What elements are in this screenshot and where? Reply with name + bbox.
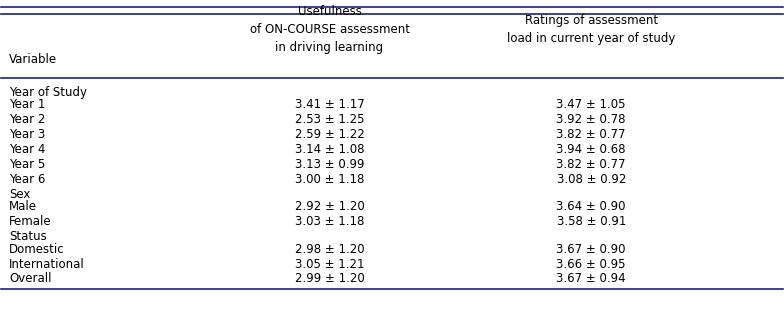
Text: 3.14 ± 1.08: 3.14 ± 1.08 (295, 143, 365, 156)
Text: Year 1: Year 1 (9, 98, 45, 111)
Text: 2.98 ± 1.20: 2.98 ± 1.20 (295, 243, 365, 256)
Text: 3.67 ± 0.94: 3.67 ± 0.94 (557, 272, 626, 286)
Text: Ratings of assessment
load in current year of study: Ratings of assessment load in current ye… (507, 14, 675, 45)
Text: Year of Study: Year of Study (9, 86, 87, 99)
Text: 2.59 ± 1.22: 2.59 ± 1.22 (295, 128, 365, 141)
Text: 3.82 ± 0.77: 3.82 ± 0.77 (557, 158, 626, 171)
Text: Variable: Variable (9, 53, 57, 66)
Text: 3.05 ± 1.21: 3.05 ± 1.21 (295, 258, 365, 270)
Text: Overall: Overall (9, 272, 52, 286)
Text: 3.03 ± 1.18: 3.03 ± 1.18 (295, 215, 365, 228)
Text: Male: Male (9, 200, 37, 213)
Text: Year 5: Year 5 (9, 158, 45, 171)
Text: Sex: Sex (9, 188, 31, 201)
Text: 3.64 ± 0.90: 3.64 ± 0.90 (557, 200, 626, 213)
Text: 2.99 ± 1.20: 2.99 ± 1.20 (295, 272, 365, 286)
Text: Female: Female (9, 215, 52, 228)
Text: 3.47 ± 1.05: 3.47 ± 1.05 (557, 98, 626, 111)
Text: Year 3: Year 3 (9, 128, 45, 141)
Text: Usefulness
of ON-COURSE assessment
in driving learning: Usefulness of ON-COURSE assessment in dr… (249, 5, 409, 54)
Text: 3.13 ± 0.99: 3.13 ± 0.99 (295, 158, 365, 171)
Text: 3.67 ± 0.90: 3.67 ± 0.90 (557, 243, 626, 256)
Text: 3.41 ± 1.17: 3.41 ± 1.17 (295, 98, 365, 111)
Text: 3.08 ± 0.92: 3.08 ± 0.92 (557, 173, 626, 186)
Text: Domestic: Domestic (9, 243, 65, 256)
Text: Status: Status (9, 230, 47, 243)
Text: Year 2: Year 2 (9, 113, 45, 126)
Text: Year 6: Year 6 (9, 173, 45, 186)
Text: 3.92 ± 0.78: 3.92 ± 0.78 (557, 113, 626, 126)
Text: 3.58 ± 0.91: 3.58 ± 0.91 (557, 215, 626, 228)
Text: 2.53 ± 1.25: 2.53 ± 1.25 (295, 113, 365, 126)
Text: 3.00 ± 1.18: 3.00 ± 1.18 (295, 173, 365, 186)
Text: International: International (9, 258, 85, 270)
Text: 3.66 ± 0.95: 3.66 ± 0.95 (557, 258, 626, 270)
Text: 3.82 ± 0.77: 3.82 ± 0.77 (557, 128, 626, 141)
Text: 3.94 ± 0.68: 3.94 ± 0.68 (557, 143, 626, 156)
Text: 2.92 ± 1.20: 2.92 ± 1.20 (295, 200, 365, 213)
Text: Year 4: Year 4 (9, 143, 45, 156)
